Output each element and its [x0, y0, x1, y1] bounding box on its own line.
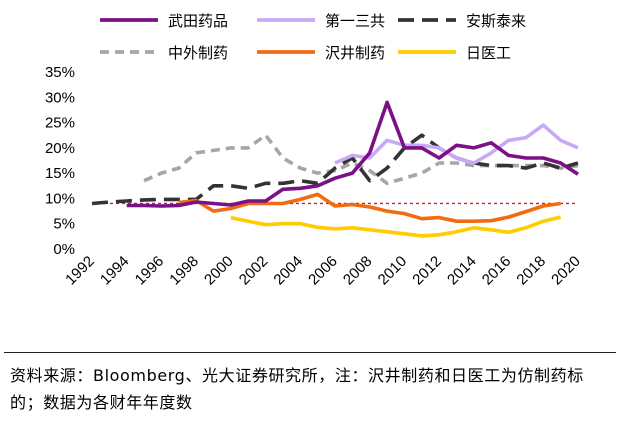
x-axis: 1992 1994 1996 1998 2000 2002 2004 2006 2008 2010…	[62, 253, 584, 289]
x-tick-label: 2006	[305, 253, 341, 289]
legend-label-2: 安斯泰来	[466, 12, 526, 30]
x-tick-label: 1994	[97, 253, 133, 289]
divider	[4, 352, 616, 353]
x-tick-label: 2004	[270, 253, 306, 289]
y-tick-label: 5%	[53, 216, 75, 233]
y-axis: 0% 5% 10% 15% 20% 25% 30% 35%	[45, 64, 75, 258]
y-tick-label: 35%	[45, 64, 75, 81]
y-tick-label: 20%	[45, 140, 75, 157]
series-line-5	[230, 215, 562, 238]
x-tick-label: 1992	[62, 253, 98, 289]
y-tick-label: 10%	[45, 190, 75, 207]
x-tick-label: 2008	[340, 253, 376, 289]
x-tick-label: 2010	[375, 253, 411, 289]
source-note: 资料来源：Bloomberg、光大证券研究所，注：沢井制药和日医工为仿制药标的；…	[10, 366, 584, 412]
x-tick-label: 1998	[166, 253, 202, 289]
legend-label-4: 沢井制药	[325, 44, 385, 62]
x-tick-label: 1996	[132, 253, 168, 289]
series-group	[91, 100, 579, 238]
series-line-1	[334, 123, 579, 165]
y-tick-label: 15%	[45, 165, 75, 182]
x-tick-label: 2014	[444, 253, 480, 289]
x-tick-label: 2016	[479, 253, 515, 289]
series-line-2	[91, 133, 579, 206]
legend-label-0: 武田药品	[168, 12, 228, 30]
legend-label-3: 中外制药	[168, 44, 228, 62]
legend-label-1: 第一三共	[325, 12, 385, 30]
x-tick-label: 2000	[201, 253, 237, 289]
x-tick-label: 2020	[548, 253, 584, 289]
legend-label-5: 日医工	[466, 44, 511, 62]
x-tick-label: 2002	[236, 253, 272, 289]
y-tick-label: 0%	[53, 241, 75, 258]
y-tick-label: 30%	[45, 89, 75, 106]
series-line-4	[178, 192, 561, 223]
x-tick-label: 2012	[409, 253, 445, 289]
series-line-0	[126, 100, 579, 208]
series-line-3	[143, 133, 579, 186]
y-tick-label: 25%	[45, 115, 75, 132]
x-tick-label: 2018	[513, 253, 549, 289]
